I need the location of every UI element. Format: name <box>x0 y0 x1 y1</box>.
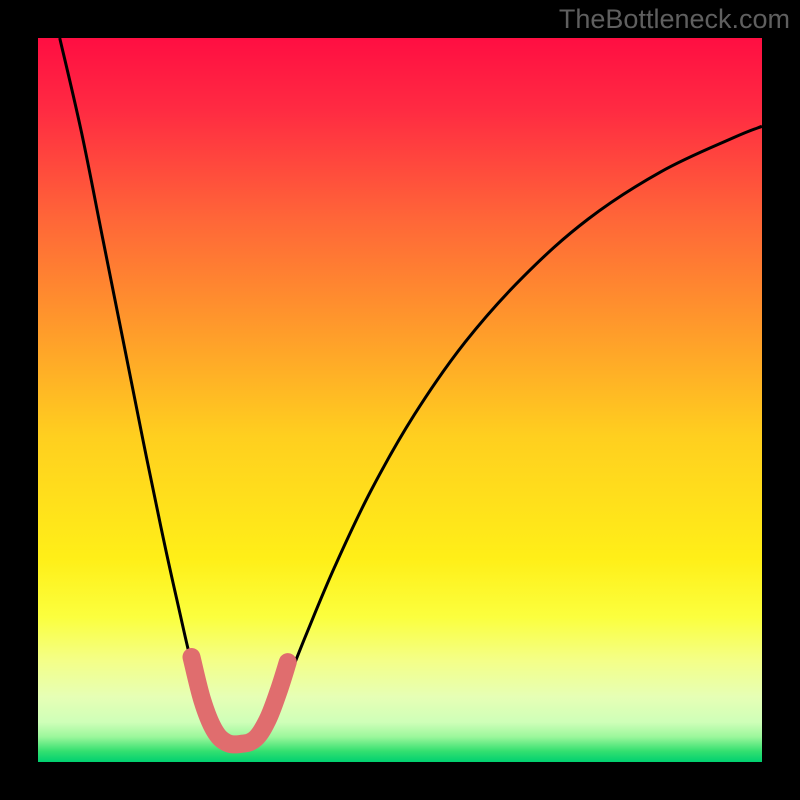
optimal-range-overlay <box>191 657 287 744</box>
chart-frame: TheBottleneck.com <box>0 0 800 800</box>
watermark-text: TheBottleneck.com <box>559 4 790 35</box>
bottleneck-curve <box>60 38 762 748</box>
curves-svg <box>38 38 762 762</box>
plot-area <box>38 38 762 762</box>
